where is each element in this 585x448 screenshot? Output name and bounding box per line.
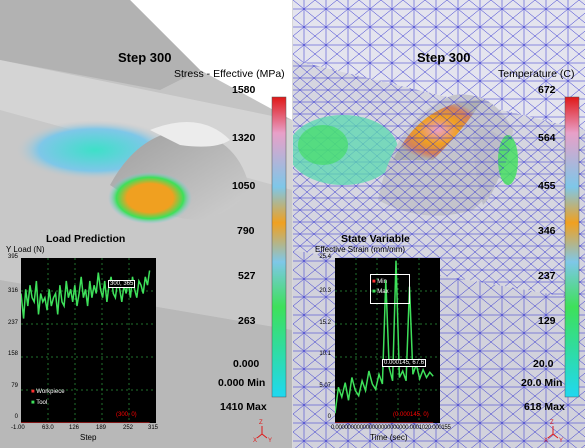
y-tick: 0	[14, 414, 18, 420]
cursor-readout: 0.000145, 67.6	[382, 359, 427, 367]
chart-ylabel: Effective Strain (mm/mm)	[315, 245, 406, 254]
legend-tick: 346	[538, 225, 556, 237]
legend-min: ■ Min	[372, 279, 387, 285]
x-tick: 63.0	[42, 425, 54, 431]
legend-tick: 455	[538, 180, 556, 192]
load-plot-area[interactable]: 300, 365 ■ Workpiece ■ Tool (300, 0)	[21, 258, 156, 423]
legend-tick: 1320	[232, 132, 256, 144]
y-tick: 10.1	[319, 351, 331, 357]
x-tick: 252	[123, 425, 134, 431]
end-readout: (0.000145, 0)	[393, 412, 429, 418]
y-tick: 316	[7, 288, 18, 294]
y-tick: 25.4	[319, 254, 331, 260]
step-label: Step 300	[118, 50, 172, 65]
series-line-tool	[21, 270, 151, 319]
step-label: Step 300	[417, 50, 471, 65]
y-tick: 15.2	[319, 320, 331, 326]
cursor-box	[370, 274, 410, 304]
legend-tick: 129	[538, 315, 556, 327]
x-axis-label: Step	[80, 433, 97, 442]
legend-min: 20.0 Min	[521, 377, 563, 389]
panel-divider	[292, 0, 293, 448]
legend-tick: 20.0	[533, 358, 554, 370]
legend-workpiece: ■ Workpiece	[31, 389, 65, 395]
y-tick: 0	[327, 414, 331, 420]
legend-tick: 0.000	[233, 358, 260, 370]
x-tick: 315	[148, 425, 159, 431]
triad-x-label: X	[544, 438, 549, 444]
legend-tick: 672	[538, 84, 556, 96]
x-tick: 189	[96, 425, 107, 431]
y-tick: 79	[11, 383, 18, 389]
legend-tick: 237	[538, 270, 556, 282]
triad-y-label: Y	[559, 438, 564, 444]
legend-tick: 790	[237, 225, 255, 237]
triad-z-label: Z	[259, 420, 263, 426]
legend-tick: 564	[538, 132, 556, 144]
cursor-readout: 300, 365	[108, 280, 136, 288]
legend-max: 618 Max	[524, 401, 565, 413]
load-plot-svg	[21, 258, 156, 423]
chart-title: State Variable	[341, 233, 410, 245]
y-tick: 395	[7, 254, 18, 260]
legend-min: 0.000 Min	[218, 377, 266, 389]
triad-y-label: Y	[268, 438, 273, 444]
x-tick: 126	[69, 425, 80, 431]
legend-max: ■ Max	[372, 289, 389, 295]
y-tick: 20.3	[319, 288, 331, 294]
x-ticks: 0.000000000000000000000000.0001020.00015…	[331, 425, 451, 431]
y-tick: 5.07	[319, 383, 331, 389]
legend-tick: 527	[238, 270, 256, 282]
triad-x-label: X	[253, 438, 258, 444]
stress-viewport[interactable]: Step 300 Stress - Effective (MPa) 1580 1…	[0, 0, 292, 448]
end-readout: (300, 0)	[116, 412, 137, 418]
y-tick: 237	[7, 320, 18, 326]
strain-plot-area[interactable]: ■ Min ■ Max 0.000145, 67.6 (0.000145, 0)	[335, 258, 440, 423]
legend-max: 1410 Max	[220, 401, 267, 413]
x-tick: -1.00	[11, 425, 25, 431]
triad-z-label: Z	[550, 420, 554, 426]
legend-tick: 1050	[232, 180, 256, 192]
legend-tick: 263	[238, 315, 256, 327]
chart-ylabel: Y Load (N)	[6, 245, 45, 254]
chart-title: Load Prediction	[46, 233, 126, 245]
y-tick: 158	[7, 351, 18, 357]
legend-title: Temperature (C)	[498, 68, 575, 80]
legend-title: Stress - Effective (MPa)	[174, 68, 285, 80]
x-axis-label: Time (sec)	[370, 433, 408, 442]
legend-tool: ■ Tool	[31, 400, 48, 406]
legend-tick: 1580	[232, 84, 256, 96]
temperature-viewport[interactable]: Step 300 Temperature (C) 672 564 455 346…	[293, 0, 585, 448]
